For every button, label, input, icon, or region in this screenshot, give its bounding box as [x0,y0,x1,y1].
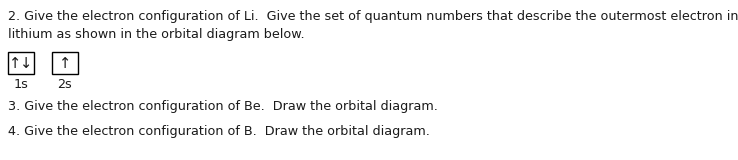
Text: 4. Give the electron configuration of B.  Draw the orbital diagram.: 4. Give the electron configuration of B.… [8,125,430,138]
Text: ↑: ↑ [59,56,71,71]
Bar [8,52,34,74]
Text: 1s: 1s [13,78,29,91]
Text: 2s: 2s [58,78,72,91]
Text: ↑: ↑ [9,56,21,71]
Text: lithium as shown in the orbital diagram below.: lithium as shown in the orbital diagram … [8,28,305,41]
Bar [52,52,78,74]
Text: 3. Give the electron configuration of Be.  Draw the orbital diagram.: 3. Give the electron configuration of Be… [8,100,438,113]
Text: ↓: ↓ [20,56,32,71]
Text: 2. Give the electron configuration of Li.  Give the set of quantum numbers that : 2. Give the electron configuration of Li… [8,10,738,23]
